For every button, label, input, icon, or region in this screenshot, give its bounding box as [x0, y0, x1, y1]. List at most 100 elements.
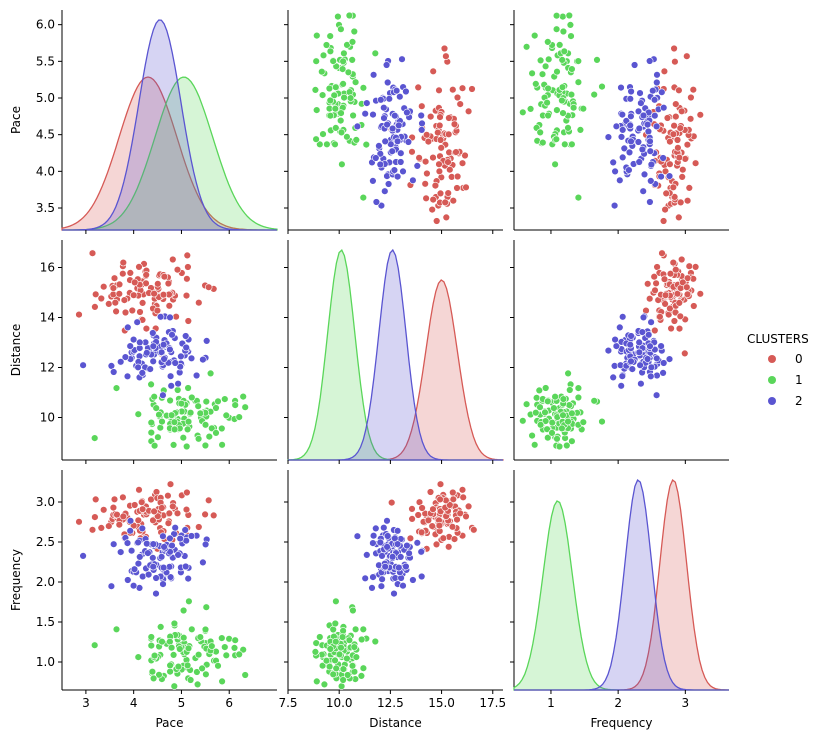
point-cluster-1	[522, 43, 531, 51]
point-cluster-1	[532, 409, 540, 417]
point-cluster-1	[222, 411, 231, 420]
point-cluster-2	[618, 372, 626, 380]
point-cluster-1	[235, 650, 243, 659]
point-cluster-2	[393, 172, 402, 181]
point-cluster-0	[195, 299, 203, 307]
point-cluster-1	[326, 111, 335, 120]
point-cluster-2	[176, 363, 184, 371]
point-cluster-2	[627, 112, 635, 121]
point-cluster-1	[214, 662, 222, 670]
point-cluster-1	[558, 424, 566, 433]
point-cluster-0	[464, 502, 473, 511]
point-cluster-2	[383, 120, 391, 129]
point-cluster-0	[651, 326, 659, 335]
point-cluster-1	[149, 674, 158, 683]
point-cluster-1	[568, 65, 576, 73]
point-cluster-0	[184, 317, 193, 325]
point-cluster-0	[685, 184, 693, 192]
point-cluster-2	[381, 562, 389, 571]
point-cluster-1	[598, 417, 606, 426]
point-cluster-1	[359, 84, 368, 92]
point-cluster-2	[402, 87, 410, 96]
point-cluster-2	[653, 354, 661, 362]
point-cluster-1	[230, 644, 239, 652]
point-cluster-0	[678, 173, 686, 181]
point-cluster-0	[429, 195, 437, 204]
point-cluster-2	[149, 342, 158, 350]
point-cluster-0	[110, 274, 119, 282]
point-cluster-2	[107, 362, 116, 370]
point-cluster-2	[646, 198, 654, 206]
point-cluster-2	[397, 149, 405, 157]
point-cluster-0	[685, 262, 693, 270]
point-cluster-0	[661, 167, 670, 176]
point-cluster-0	[164, 279, 173, 288]
point-cluster-2	[109, 368, 118, 376]
point-cluster-0	[130, 291, 138, 299]
point-cluster-0	[656, 313, 664, 321]
point-cluster-2	[380, 114, 388, 122]
point-cluster-1	[319, 130, 327, 138]
point-cluster-0	[672, 112, 680, 121]
point-cluster-0	[436, 495, 444, 504]
point-cluster-0	[683, 52, 691, 60]
subplot-pace-distance	[284, 10, 503, 234]
point-cluster-1	[358, 635, 366, 644]
y-tick-label: 5.0	[36, 91, 55, 105]
point-cluster-0	[456, 509, 464, 517]
point-cluster-2	[126, 342, 134, 350]
point-cluster-1	[337, 25, 345, 33]
point-cluster-1	[326, 47, 335, 55]
point-cluster-0	[432, 540, 441, 549]
point-cluster-1	[528, 69, 536, 78]
point-cluster-0	[445, 130, 453, 139]
point-cluster-0	[210, 511, 218, 520]
point-cluster-0	[658, 249, 666, 257]
point-cluster-0	[672, 266, 680, 274]
point-cluster-2	[149, 540, 158, 548]
point-cluster-2	[405, 549, 413, 557]
point-cluster-1	[184, 418, 193, 426]
point-cluster-2	[199, 355, 207, 364]
point-cluster-0	[128, 306, 137, 315]
point-cluster-0	[456, 100, 464, 108]
point-cluster-2	[107, 582, 116, 590]
point-cluster-2	[146, 365, 154, 373]
point-cluster-1	[332, 637, 340, 646]
point-cluster-1	[205, 432, 214, 441]
point-cluster-1	[201, 421, 210, 429]
point-cluster-1	[337, 682, 346, 690]
point-cluster-0	[450, 120, 459, 128]
point-cluster-1	[558, 83, 567, 91]
point-cluster-0	[441, 198, 449, 207]
point-cluster-2	[369, 110, 377, 119]
point-cluster-2	[625, 166, 633, 174]
point-cluster-2	[638, 145, 647, 154]
point-cluster-0	[670, 121, 678, 130]
point-cluster-2	[157, 348, 166, 356]
point-cluster-1	[112, 384, 121, 392]
point-cluster-1	[535, 386, 543, 395]
point-cluster-0	[449, 85, 457, 94]
point-cluster-2	[659, 359, 668, 367]
point-cluster-0	[663, 114, 672, 122]
point-cluster-2	[647, 318, 655, 326]
point-cluster-1	[552, 135, 560, 143]
point-cluster-2	[635, 124, 643, 133]
point-cluster-2	[649, 86, 657, 95]
point-cluster-2	[634, 107, 643, 116]
point-cluster-2	[399, 581, 407, 590]
point-cluster-2	[393, 137, 402, 146]
point-cluster-2	[647, 160, 656, 169]
point-cluster-0	[121, 308, 130, 317]
point-cluster-1	[579, 104, 587, 113]
point-cluster-0	[436, 136, 445, 144]
point-cluster-2	[166, 345, 174, 354]
point-cluster-1	[559, 395, 568, 403]
point-cluster-2	[392, 86, 401, 95]
point-cluster-1	[338, 633, 347, 641]
point-cluster-1	[312, 57, 320, 65]
point-cluster-0	[205, 283, 213, 291]
point-cluster-0	[150, 507, 158, 516]
point-cluster-1	[335, 650, 344, 659]
